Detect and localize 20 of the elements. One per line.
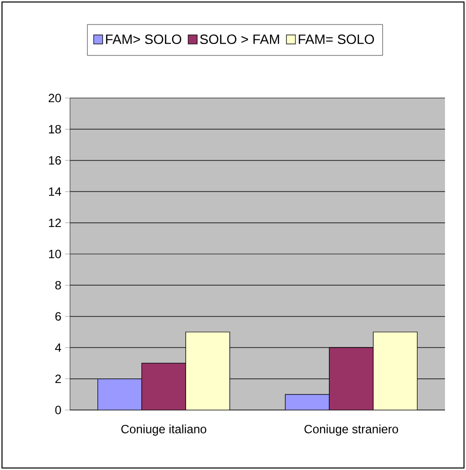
- bar: [185, 332, 230, 410]
- y-tick-label: 6: [55, 312, 61, 321]
- y-tick-label: 12: [49, 218, 61, 227]
- y-tick-label: 0: [55, 406, 62, 414]
- y-tick-label: 14: [49, 187, 62, 196]
- x-tick-label: Coniuge straniero: [304, 424, 398, 436]
- y-tick-label: 20: [48, 94, 61, 102]
- bar: [141, 362, 186, 410]
- x-tick-label: Coniuge italiano: [121, 424, 206, 436]
- bar: [372, 332, 418, 410]
- y-tick-label: 16: [49, 156, 61, 165]
- legend-label: FAM= SOLO: [298, 34, 374, 44]
- bar: [328, 347, 374, 410]
- y-tick-label: 2: [55, 374, 61, 383]
- y-tick-label: 4: [55, 343, 62, 352]
- y-tick-label: 18: [49, 124, 61, 134]
- y-tick-label: 10: [49, 250, 61, 258]
- y-tick-label: 8: [55, 280, 61, 290]
- legend-label: SOLO > FAM: [200, 34, 280, 44]
- legend-label: FAM> SOLO: [106, 34, 182, 44]
